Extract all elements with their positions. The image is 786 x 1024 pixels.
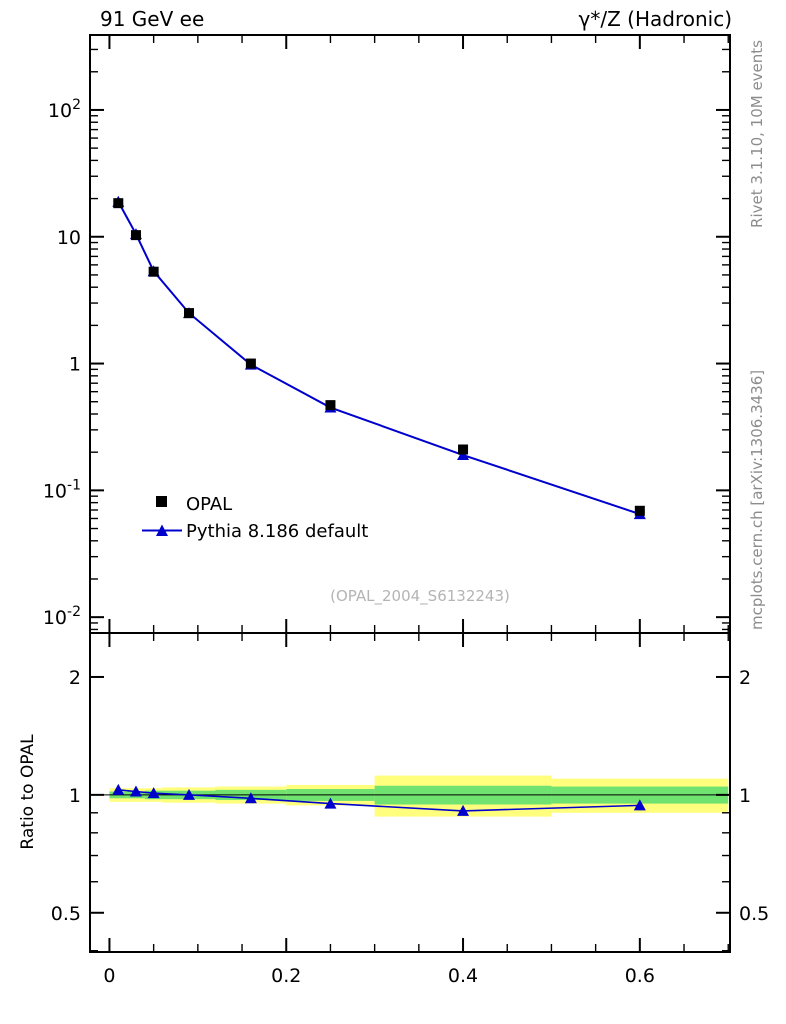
legend-pythia-triangle-marker bbox=[156, 524, 168, 536]
svg-text:2: 2 bbox=[739, 667, 751, 689]
svg-text:2: 2 bbox=[69, 667, 81, 689]
svg-text:1: 1 bbox=[69, 785, 81, 807]
svg-text:0.5: 0.5 bbox=[739, 903, 769, 925]
svg-text:1: 1 bbox=[739, 785, 751, 807]
svg-text:0.2: 0.2 bbox=[271, 965, 301, 987]
ratio-y-axis-label: Ratio to OPAL bbox=[18, 734, 38, 850]
rivet-version-note: Rivet 3.1.10, 10M events bbox=[748, 40, 766, 228]
svg-text:0: 0 bbox=[103, 965, 115, 987]
process-title: γ*/Z (Hadronic) bbox=[579, 7, 732, 31]
svg-text:102: 102 bbox=[48, 97, 81, 122]
legend: OPAL Pythia 8.186 default bbox=[142, 494, 368, 542]
beam-energy-title: 91 GeV ee bbox=[100, 7, 204, 31]
mcplots-credit-note: mcplots.cern.ch [arXiv:1306.3436] bbox=[748, 370, 766, 630]
svg-text:10-1: 10-1 bbox=[43, 477, 81, 502]
analysis-id-watermark: (OPAL_2004_S6132243) bbox=[330, 587, 510, 606]
svg-text:10-2: 10-2 bbox=[43, 604, 81, 629]
svg-text:0.5: 0.5 bbox=[51, 903, 81, 925]
legend-pythia-label: Pythia 8.186 default bbox=[186, 521, 368, 542]
svg-text:0.6: 0.6 bbox=[625, 965, 655, 987]
axes-and-data: 10-2 10-1 1 10 102 0.5 0.5 1 1 2 2 0 0.2 0.4 0.6 bbox=[43, 34, 769, 987]
svg-text:0.4: 0.4 bbox=[448, 965, 478, 987]
legend-opal-square-marker bbox=[156, 496, 167, 507]
legend-opal-label: OPAL bbox=[186, 494, 232, 515]
svg-text:10: 10 bbox=[57, 227, 81, 249]
svg-text:1: 1 bbox=[69, 354, 81, 376]
